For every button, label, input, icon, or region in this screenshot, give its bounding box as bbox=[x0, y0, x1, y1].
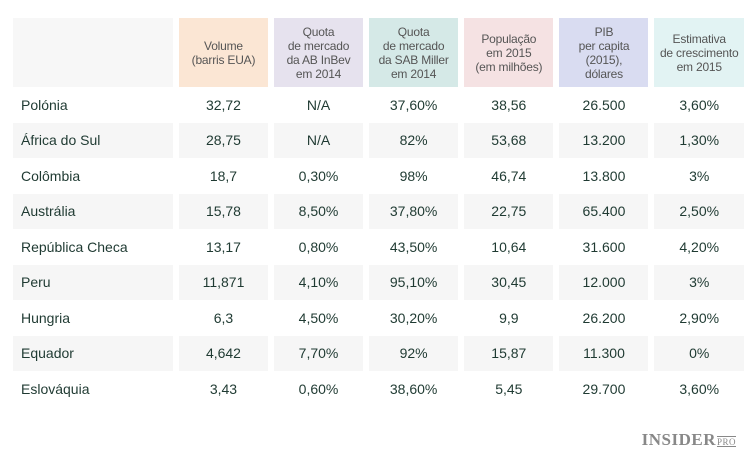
value-cell: 4,50% bbox=[298, 309, 339, 326]
value-cell: 82% bbox=[369, 122, 459, 158]
value-cell: 5,45 bbox=[495, 380, 523, 397]
country-cell: República Checa bbox=[21, 238, 128, 255]
table-row: Polónia 32,72 N/A 37,60% 38,56 26.500 3,60% bbox=[13, 87, 744, 123]
value-cell: 0% bbox=[654, 335, 744, 371]
value-cell: 37,80% bbox=[369, 193, 459, 229]
value-cell: 26.500 bbox=[582, 96, 626, 113]
value-cell: 8,50% bbox=[273, 193, 364, 229]
country-cell: Austrália bbox=[13, 193, 173, 229]
value-cell: 11,871 bbox=[178, 264, 268, 300]
value-cell: 28,75 bbox=[178, 122, 268, 158]
column-header: Volume (barris EUA) bbox=[178, 18, 268, 87]
table-row: República Checa 13,17 0,80% 43,50% 10,64 31.6… bbox=[13, 229, 744, 265]
country-cell: África do Sul bbox=[13, 122, 173, 158]
country-cell: Peru bbox=[13, 264, 173, 300]
value-cell: 12.000 bbox=[559, 264, 649, 300]
column-header bbox=[13, 18, 173, 87]
value-cell: 65.400 bbox=[559, 193, 649, 229]
value-cell: 3% bbox=[689, 167, 710, 184]
value-cell: 11.300 bbox=[559, 335, 649, 371]
table-row: Peru 11,871 4,10% 95,10% 30,45 12.000 3% bbox=[13, 264, 744, 300]
value-cell: 7,70% bbox=[273, 335, 364, 371]
value-cell: 13.800 bbox=[582, 167, 626, 184]
table-row: Hungria 6,3 4,50% 30,20% 9,9 26.200 2,90% bbox=[13, 300, 744, 336]
value-cell: 13,17 bbox=[205, 238, 241, 255]
value-cell: 32,72 bbox=[205, 96, 241, 113]
value-cell: 0,30% bbox=[298, 167, 339, 184]
value-cell: 3% bbox=[654, 264, 744, 300]
value-cell: 0,80% bbox=[298, 238, 339, 255]
value-cell: 18,7 bbox=[209, 167, 238, 184]
value-cell: 1,30% bbox=[654, 122, 744, 158]
country-cell: Equador bbox=[13, 335, 173, 371]
country-cell: Polónia bbox=[21, 96, 68, 113]
insider-pro-logo: INSIDERPRO bbox=[642, 430, 736, 452]
value-cell: 2,50% bbox=[654, 193, 744, 229]
value-cell: 30,45 bbox=[464, 264, 554, 300]
table-row: Colômbia 18,7 0,30% 98% 46,74 13.800 3% bbox=[13, 158, 744, 194]
value-cell: 3,60% bbox=[679, 380, 720, 397]
column-header: PIB per capita (2015), dólares bbox=[559, 18, 649, 87]
value-cell: 4,642 bbox=[178, 335, 268, 371]
value-cell: 3,60% bbox=[679, 96, 720, 113]
country-cell: Hungria bbox=[21, 309, 71, 326]
value-cell: 46,74 bbox=[491, 167, 527, 184]
value-cell: 3,43 bbox=[209, 380, 238, 397]
table-row: Austrália 15,78 8,50% 37,80% 22,75 65.400 2,50… bbox=[13, 193, 744, 229]
column-header: Quota de mercado da AB InBev em 2014 bbox=[273, 18, 364, 87]
value-cell: 29.700 bbox=[582, 380, 626, 397]
table-row: Equador 4,642 7,70% 92% 15,87 11.300 0% bbox=[13, 335, 744, 371]
country-cell: Colômbia bbox=[21, 167, 81, 184]
table-row: Eslováquia 3,43 0,60% 38,60% 5,45 29.700 3,60% bbox=[13, 371, 744, 407]
value-cell: 26.200 bbox=[582, 309, 626, 326]
value-cell: 37,60% bbox=[389, 96, 438, 113]
value-cell: 13.200 bbox=[559, 122, 649, 158]
value-cell: 43,50% bbox=[389, 238, 438, 255]
value-cell: N/A bbox=[306, 96, 331, 113]
value-cell: 38,56 bbox=[491, 96, 527, 113]
value-cell: 2,90% bbox=[679, 309, 720, 326]
value-cell: 6,3 bbox=[213, 309, 234, 326]
value-cell: 31.600 bbox=[582, 238, 626, 255]
value-cell: 4,20% bbox=[679, 238, 720, 255]
table-row: África do Sul 28,75 N/A 82% 53,68 13.200 1,30% bbox=[13, 122, 744, 158]
beer-market-table: Volume (barris EUA) Quota de mercado da A… bbox=[7, 18, 750, 407]
value-cell: 92% bbox=[369, 335, 459, 371]
value-cell: 0,60% bbox=[298, 380, 339, 397]
logo-main: INSIDER bbox=[641, 430, 716, 449]
value-cell: 4,10% bbox=[273, 264, 364, 300]
value-cell: 38,60% bbox=[389, 380, 438, 397]
value-cell: 10,64 bbox=[491, 238, 527, 255]
value-cell: 22,75 bbox=[464, 193, 554, 229]
value-cell: N/A bbox=[273, 122, 364, 158]
column-header: Quota de mercado da SAB Miller em 2014 bbox=[369, 18, 459, 87]
value-cell: 9,9 bbox=[499, 309, 519, 326]
value-cell: 30,20% bbox=[389, 309, 438, 326]
column-header: População em 2015 (em milhões) bbox=[464, 18, 554, 87]
value-cell: 98% bbox=[399, 167, 428, 184]
value-cell: 15,87 bbox=[464, 335, 554, 371]
logo-sub: PRO bbox=[716, 437, 736, 447]
value-cell: 15,78 bbox=[178, 193, 268, 229]
header-row: Volume (barris EUA) Quota de mercado da A… bbox=[13, 18, 744, 87]
value-cell: 53,68 bbox=[464, 122, 554, 158]
value-cell: 95,10% bbox=[369, 264, 459, 300]
column-header: Estimativa de crescimento em 2015 bbox=[654, 18, 744, 87]
country-cell: Eslováquia bbox=[21, 380, 90, 397]
